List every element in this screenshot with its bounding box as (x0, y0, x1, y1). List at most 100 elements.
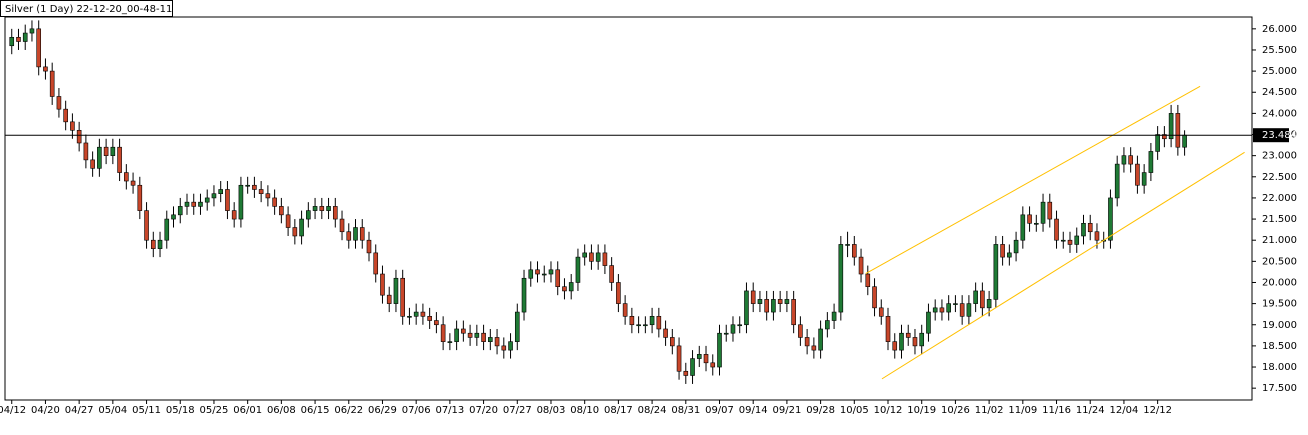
candle-body (1067, 239, 1073, 245)
candle-body (292, 227, 298, 237)
candle-body (609, 265, 614, 283)
candle-body (1027, 214, 1032, 224)
candle-body (818, 328, 823, 351)
candle-body (83, 142, 89, 161)
candle-body (676, 345, 682, 372)
candle-body (643, 324, 648, 327)
candle-body (1040, 201, 1046, 224)
candle-body (595, 252, 601, 262)
candle-body (454, 328, 459, 342)
candle-body (218, 189, 223, 195)
candle-body (204, 197, 210, 203)
candle-body (211, 193, 217, 199)
x-tick-label: 06/08 (267, 405, 296, 416)
candle-body (434, 320, 439, 326)
y-tick-label: 23.000 (1262, 151, 1297, 162)
x-tick-label: 06/01 (233, 405, 262, 416)
candle-body (541, 273, 547, 276)
candle-body (1155, 134, 1160, 152)
candle-body (831, 311, 837, 321)
x-tick-label: 05/18 (166, 405, 195, 416)
candle-body (845, 244, 850, 246)
candle-body (238, 184, 244, 220)
x-tick-label: 04/12 (0, 405, 26, 416)
candle-body (501, 345, 507, 351)
x-tick-label: 06/15 (301, 405, 330, 416)
candle-body (1094, 231, 1100, 241)
x-tick-label: 09/21 (772, 405, 801, 416)
candle-body (723, 332, 729, 335)
candle-body (710, 362, 716, 368)
x-tick-label: 08/17 (604, 405, 633, 416)
x-tick-label: 05/04 (98, 405, 127, 416)
candle-body (1074, 235, 1080, 245)
candle-body (582, 252, 587, 258)
x-tick-label: 10/05 (840, 405, 869, 416)
candle-body (1108, 197, 1113, 241)
candle-body (319, 206, 325, 211)
candle-body (852, 244, 857, 258)
candle-body (245, 184, 250, 187)
candle-body (959, 303, 965, 317)
x-tick-label: 07/20 (469, 405, 498, 416)
candle-body (1114, 163, 1120, 199)
candle-body (670, 337, 675, 347)
y-tick-label: 22.000 (1262, 193, 1297, 204)
x-tick-label: 09/07 (705, 405, 734, 416)
x-tick-label: 08/03 (537, 405, 566, 416)
trend-line (865, 85, 1201, 275)
candle-body (326, 206, 331, 211)
candle-body (488, 337, 493, 342)
x-tick-label: 11/24 (1076, 405, 1105, 416)
candle-body (22, 32, 28, 42)
x-tick-label: 08/10 (570, 405, 599, 416)
candle-body (43, 66, 48, 72)
last-price-label: 23.484 (1262, 130, 1297, 141)
candle-body (332, 206, 338, 220)
candle-body (912, 337, 918, 347)
x-tick-label: 10/12 (874, 405, 903, 416)
candle-body (1162, 134, 1167, 140)
candle-body (90, 159, 95, 169)
candle-body (474, 332, 480, 338)
title-box (0, 0, 173, 17)
candle-body (885, 315, 891, 342)
candle-body (63, 108, 68, 123)
candle-body (461, 328, 466, 334)
candle-body (838, 244, 844, 313)
candle-body (521, 277, 527, 313)
y-tick-label: 21.000 (1262, 235, 1297, 246)
candle-body (528, 269, 534, 279)
x-tick-label: 11/16 (1042, 405, 1071, 416)
plot-frame (4, 16, 1253, 401)
candle-body (117, 146, 122, 173)
candle-body (386, 294, 392, 304)
candle-body (562, 286, 567, 292)
candle-body (986, 299, 992, 309)
candle-body (1128, 155, 1133, 165)
candle-body (272, 197, 277, 207)
candle-body (865, 273, 871, 288)
candle-body (1175, 113, 1181, 148)
candle-body (771, 299, 776, 313)
candle-body (616, 282, 621, 304)
candle-body (413, 311, 419, 317)
candle-body (177, 206, 183, 216)
candle-body (231, 210, 237, 220)
candle-body (29, 28, 35, 34)
candle-body (373, 252, 379, 275)
candle-body (791, 299, 796, 326)
y-tick-label: 25.000 (1262, 66, 1297, 77)
y-tick-label: 18.500 (1262, 341, 1297, 352)
y-tick-label: 25.500 (1262, 45, 1297, 56)
candle-body (878, 307, 884, 317)
candle-body (481, 332, 486, 342)
y-tick-label: 24.000 (1262, 108, 1297, 119)
candle-body (575, 256, 581, 283)
candle-body (225, 189, 230, 211)
candle-body (16, 36, 21, 42)
candle-body (1081, 222, 1086, 237)
candle-body (784, 299, 790, 304)
candle-body (1148, 151, 1154, 173)
candle-body (926, 311, 931, 334)
